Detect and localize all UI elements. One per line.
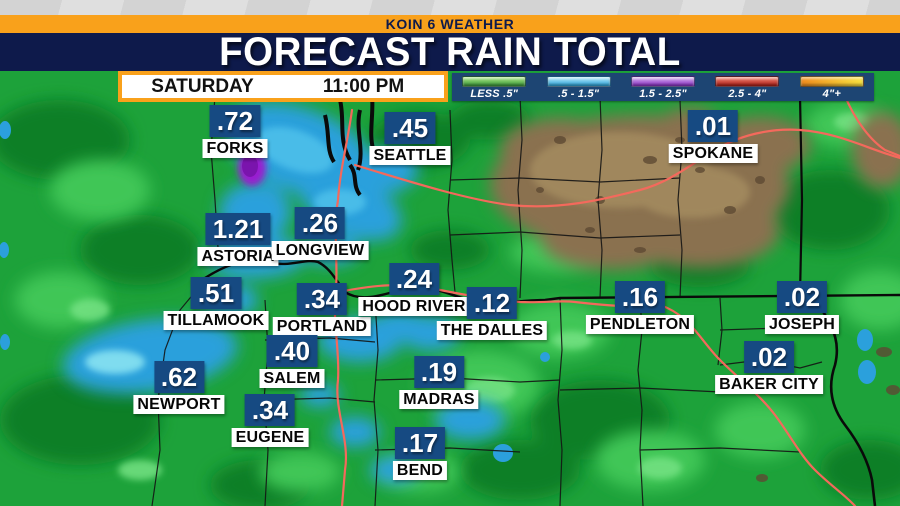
city-eugene: .34 EUGENE [231,394,309,447]
legend-label: 2.5 - 4" [728,88,767,100]
legend-swatch-orange [799,76,864,87]
rain-value: .45 [384,112,436,144]
legend-swatch-green [462,76,527,87]
city-pendleton: .16 PENDLETON [585,281,695,334]
blue-rain-layer [0,102,876,484]
city-newport: .62 NEWPORT [133,361,225,414]
city-astoria: 1.21 ASTORIA [197,213,279,266]
legend-item-less-half: LESS .5" [452,73,536,101]
rain-value: .16 [614,281,666,313]
page-title: FORECAST RAIN TOTAL [219,29,681,74]
legend-swatch-red [715,76,780,87]
city-forks: .72 FORKS [202,105,268,158]
rain-value: .17 [394,427,446,459]
datetime-box: SATURDAY 11:00 PM [118,71,448,102]
purple-rain-layer [238,150,266,186]
city-joseph: .02 JOSEPH [764,281,840,334]
rain-value: 1.21 [205,213,271,245]
city-label: BAKER CITY [715,375,823,394]
city-madras: .19 MADRAS [399,356,479,409]
legend-item-half-to-1p5: .5 - 1.5" [536,73,620,101]
city-label: FORKS [202,139,268,158]
city-the-dalles: .12 THE DALLES [436,287,548,340]
city-label: LONGVIEW [271,241,369,260]
city-label: HOOD RIVER [358,297,470,316]
rain-value: .01 [687,110,739,142]
rain-value: .40 [266,335,318,367]
rain-legend: LESS .5" .5 - 1.5" 1.5 - 2.5" 2.5 - 4" 4… [452,73,874,101]
city-label: SPOKANE [668,144,758,163]
city-portland: .34 PORTLAND [272,283,372,336]
rain-value: .51 [190,277,242,309]
city-label: SALEM [259,369,325,388]
city-label: PORTLAND [272,317,372,336]
forecast-time: 11:00 PM [322,75,405,97]
rain-value: .02 [743,341,795,373]
station-banner: KOIN 6 WEATHER [0,15,900,33]
city-hood-river: .24 HOOD RIVER [358,263,470,316]
city-spokane: .01 SPOKANE [668,110,758,163]
legend-label: 1.5 - 2.5" [639,88,687,100]
city-label: JOSEPH [764,315,840,334]
forecast-day: SATURDAY [151,75,254,97]
rain-value: .62 [153,361,205,393]
city-salem: .40 SALEM [259,335,325,388]
city-label: NEWPORT [133,395,225,414]
city-label: THE DALLES [436,321,548,340]
city-baker-city: .02 BAKER CITY [715,341,823,394]
city-label: ASTORIA [197,247,279,266]
city-bend: .17 BEND [392,427,448,480]
legend-swatch-purple [631,76,696,87]
legend-item-1p5-to-2p5: 1.5 - 2.5" [621,73,705,101]
station-banner-label: KOIN 6 WEATHER [385,16,515,32]
title-banner: FORECAST RAIN TOTAL [0,29,900,74]
city-seattle: .45 SEATTLE [369,112,451,165]
city-longview: .26 LONGVIEW [271,207,369,260]
rain-value: .19 [413,356,465,388]
legend-item-2p5-to-4: 2.5 - 4" [705,73,789,101]
city-label: MADRAS [399,390,479,409]
city-label: BEND [392,461,448,480]
rain-value: .12 [466,287,518,319]
top-gray-strip [0,0,900,15]
legend-swatch-blue [546,76,611,87]
city-label: TILLAMOOK [163,311,269,330]
city-label: EUGENE [231,428,309,447]
rain-value: .34 [296,283,348,315]
legend-label: .5 - 1.5" [557,88,600,100]
city-tillamook: .51 TILLAMOOK [163,277,269,330]
legend-label: LESS .5" [470,88,519,100]
rain-value: .72 [209,105,261,137]
rain-value: .24 [388,263,440,295]
city-label: SEATTLE [369,146,451,165]
rain-value: .34 [244,394,296,426]
city-label: PENDLETON [585,315,695,334]
rain-value: .02 [776,281,828,313]
rain-value: .26 [294,207,346,239]
legend-label: 4"+ [822,88,841,100]
legend-item-4plus: 4"+ [790,73,874,101]
